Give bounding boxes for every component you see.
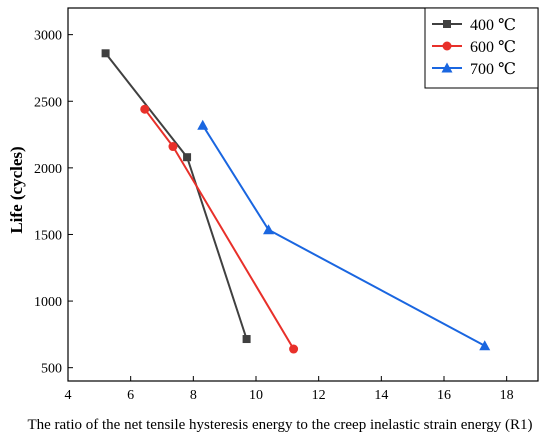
y-axis-title: Life (cycles) — [7, 146, 26, 233]
series-line — [144, 108, 295, 350]
series-line — [201, 124, 486, 347]
legend: 400 ℃ 600 ℃ 700 ℃ — [424, 7, 539, 89]
y-tick-label: 500 — [41, 362, 62, 377]
legend-label: 700 ℃ — [470, 61, 516, 78]
series-2 — [197, 119, 491, 351]
legend-label: 400 ℃ — [470, 17, 516, 34]
y-tick-label: 1000 — [34, 295, 62, 310]
series-layer — [101, 49, 491, 354]
x-tick-label: 14 — [374, 388, 388, 403]
series-0 — [101, 49, 251, 344]
y-tick-label: 3000 — [34, 29, 62, 44]
series-1 — [140, 104, 299, 354]
legend-swatch-marker — [443, 20, 451, 28]
legend-swatch-marker — [441, 62, 453, 73]
x-tick-label: 6 — [127, 388, 134, 403]
x-axis-title: The ratio of the net tensile hysteresis … — [27, 417, 532, 433]
data-point — [197, 119, 209, 130]
data-point — [101, 49, 110, 58]
data-point — [263, 224, 275, 235]
data-point — [479, 340, 491, 351]
legend-label: 600 ℃ — [470, 39, 516, 56]
data-point — [140, 104, 150, 114]
y-tick-label: 1500 — [34, 228, 62, 243]
x-tick-label: 4 — [65, 388, 72, 403]
plot-area-border — [67, 7, 539, 382]
data-point — [183, 153, 192, 162]
y-tick-label: 2000 — [34, 162, 62, 177]
axes: 4 6 8 10 12 14 16 18 500 1000 1500 2000 2500 3000 — [34, 29, 514, 403]
x-tick-label: 10 — [249, 388, 263, 403]
x-tick-label: 16 — [437, 388, 451, 403]
x-tick-label: 8 — [190, 388, 197, 403]
series-line — [104, 52, 248, 340]
y-tick-label: 2500 — [34, 95, 62, 110]
data-point — [242, 335, 251, 344]
legend-swatch-marker — [442, 41, 452, 51]
x-tick-label: 18 — [500, 388, 514, 403]
plot-frame — [67, 7, 539, 382]
data-point — [289, 344, 299, 354]
legend-entry: 600 ℃ — [432, 39, 516, 56]
legend-entry: 700 ℃ — [432, 61, 516, 78]
data-point — [168, 142, 178, 152]
x-tick-label: 12 — [312, 388, 326, 403]
legend-entry: 400 ℃ — [432, 17, 516, 34]
